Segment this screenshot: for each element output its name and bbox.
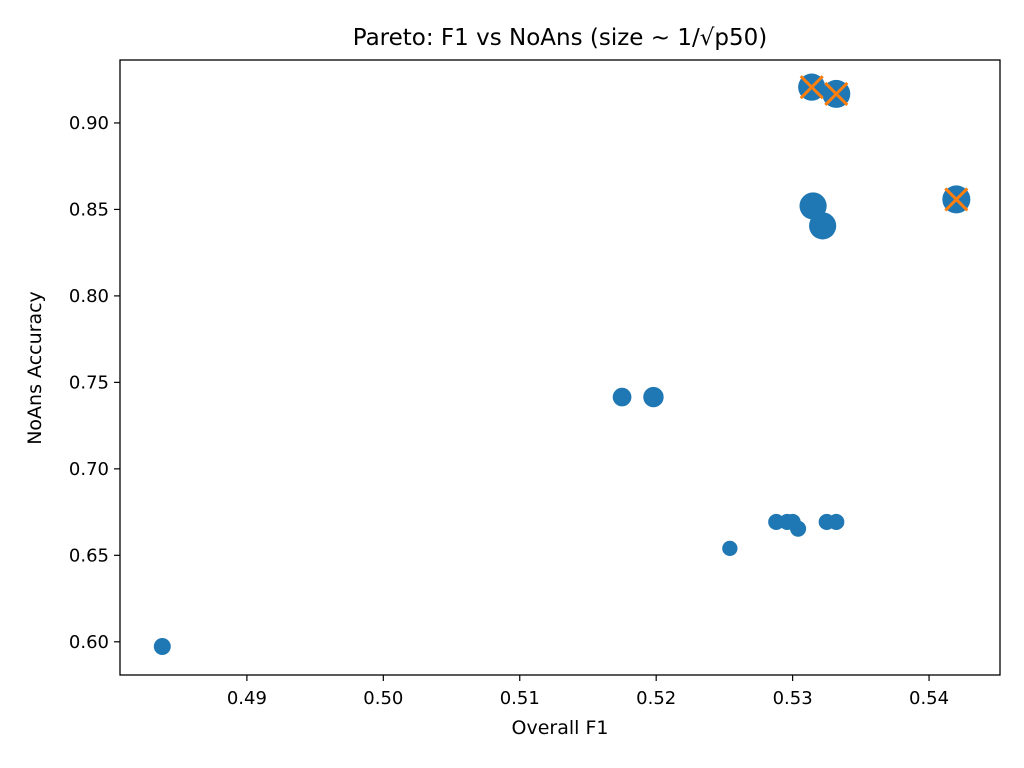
plot-frame bbox=[119, 59, 1001, 676]
pareto-markers-layer bbox=[799, 75, 969, 212]
x-tick-label: 0.52 bbox=[636, 688, 676, 709]
points-layer bbox=[153, 73, 971, 655]
pareto-marker bbox=[799, 75, 824, 100]
y-tick-label: 0.65 bbox=[69, 545, 109, 566]
y-tick-label: 0.85 bbox=[69, 199, 109, 220]
data-point bbox=[722, 540, 738, 557]
data-point bbox=[828, 513, 845, 531]
x-tick-label: 0.49 bbox=[227, 688, 267, 709]
x-tick-label: 0.50 bbox=[363, 688, 403, 709]
data-point bbox=[153, 637, 171, 655]
pareto-marker bbox=[944, 187, 969, 212]
data-point bbox=[643, 386, 664, 408]
x-axis-label: Overall F1 bbox=[512, 717, 609, 739]
y-axis-ticks: 0.60 0.65 0.70 0.75 0.80 0.85 0.90 bbox=[69, 113, 120, 653]
y-tick-label: 0.60 bbox=[69, 632, 109, 653]
x-tick-label: 0.51 bbox=[500, 688, 540, 709]
data-point bbox=[612, 387, 632, 407]
x-axis-ticks: 0.49 0.50 0.51 0.52 0.53 0.54 bbox=[227, 675, 949, 709]
pareto-marker bbox=[824, 81, 849, 106]
y-tick-label: 0.70 bbox=[69, 459, 109, 480]
x-tick-label: 0.53 bbox=[773, 688, 813, 709]
data-point bbox=[790, 520, 807, 537]
y-tick-label: 0.80 bbox=[69, 286, 109, 307]
chart-title: Pareto: F1 vs NoAns (size ~ 1/√p50) bbox=[353, 25, 767, 51]
data-point bbox=[809, 212, 837, 240]
y-tick-label: 0.75 bbox=[69, 372, 109, 393]
x-tick-label: 0.54 bbox=[909, 688, 949, 709]
y-tick-label: 0.90 bbox=[69, 113, 109, 134]
y-axis-label: NoAns Accuracy bbox=[24, 291, 46, 445]
